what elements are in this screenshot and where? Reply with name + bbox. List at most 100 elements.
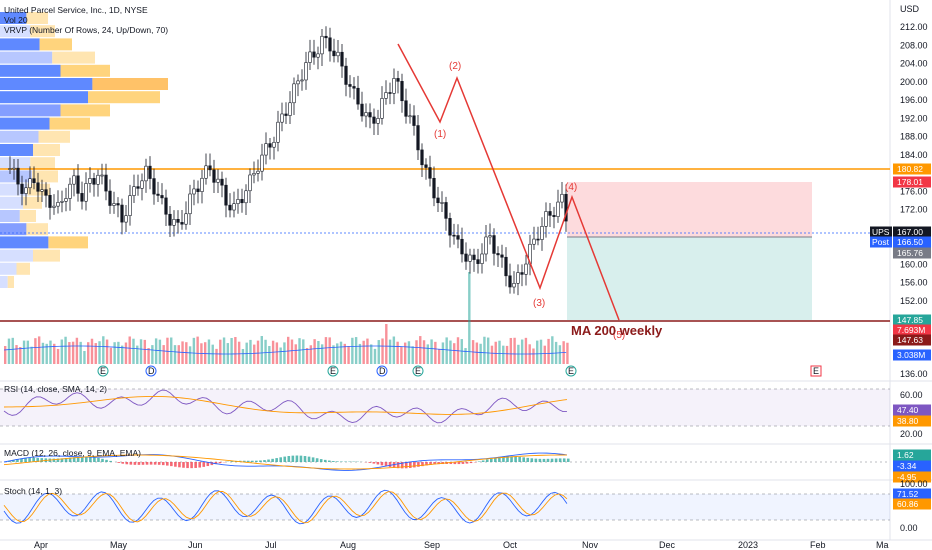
macd-histogram-bar — [190, 462, 193, 469]
candle-body — [276, 121, 280, 143]
earnings-marker[interactable]: E — [327, 365, 339, 377]
profile-row-down — [60, 104, 110, 117]
profile-row-down — [60, 64, 110, 77]
profile-row-up — [0, 223, 27, 236]
macd-histogram-bar — [413, 462, 416, 468]
candle-body — [412, 115, 416, 126]
volume-bar — [211, 344, 214, 364]
macd-histogram-bar — [465, 462, 469, 464]
macd-histogram-bar — [85, 456, 88, 462]
macd-histogram-bar — [562, 458, 566, 462]
macd-value-tag: -4.95 — [897, 472, 917, 482]
rsi-legend: RSI (14, close, SMA, 14, 2) — [4, 384, 107, 394]
volume-bar — [392, 336, 396, 364]
profile-row-down — [19, 210, 36, 222]
stoch-value-tag: 71.52 — [897, 489, 919, 499]
candle-body — [380, 98, 384, 119]
stop-loss-zone — [567, 182, 812, 237]
macd-histogram-bar — [396, 462, 400, 469]
volume-bar — [385, 324, 388, 364]
macd-histogram-bar — [214, 462, 218, 465]
macd-histogram-bar — [206, 462, 210, 467]
candle-body — [244, 190, 248, 204]
earnings-marker[interactable]: E — [97, 365, 109, 377]
svg-text:E: E — [813, 366, 819, 376]
candle-body — [436, 197, 440, 204]
candle-body — [124, 215, 128, 223]
volume-bar — [509, 337, 513, 364]
svg-text:D: D — [148, 366, 155, 376]
candle-body — [192, 188, 196, 195]
macd-histogram-bar — [481, 460, 485, 462]
svg-text:7.693M: 7.693M — [897, 325, 925, 335]
volume-bar — [302, 339, 305, 364]
volume-bar — [256, 340, 260, 364]
macd-histogram-bar — [101, 458, 104, 462]
profile-row-up — [0, 196, 24, 209]
macd-histogram-bar — [125, 462, 129, 465]
rsi-sma-line — [3, 395, 568, 415]
earnings-marker[interactable]: E — [565, 365, 577, 377]
currency-label: USD — [900, 4, 920, 14]
macd-histogram-bar — [518, 456, 521, 462]
candle-body — [36, 182, 40, 192]
price-tick: 184.00 — [900, 150, 928, 160]
svg-text:178.01: 178.01 — [897, 177, 923, 187]
volume-bar — [366, 338, 369, 364]
dividend-marker[interactable]: D — [145, 365, 157, 377]
macd-histogram-bar — [16, 459, 19, 462]
volume-bar — [188, 346, 192, 364]
svg-text:167.00: 167.00 — [897, 227, 923, 237]
volume-bar — [305, 348, 309, 364]
candle-body — [168, 213, 172, 226]
candle-body — [496, 253, 500, 256]
macd-histogram-bar — [311, 457, 315, 462]
volume-bar — [426, 344, 430, 364]
profile-row-up — [0, 276, 8, 288]
candle-body — [292, 83, 296, 104]
macd-histogram-bar — [76, 456, 80, 462]
macd-histogram-bar — [291, 455, 295, 462]
volume-bar — [419, 336, 422, 364]
candle-body — [72, 175, 76, 185]
candle-body — [188, 193, 192, 215]
macd-histogram-bar — [404, 462, 408, 469]
macd-histogram-bar — [283, 456, 287, 462]
macd-histogram-bar — [417, 462, 420, 467]
macd-histogram-bar — [141, 462, 145, 465]
future-earnings-marker[interactable]: E — [810, 365, 822, 377]
candle-body — [132, 186, 136, 196]
volume-bar — [520, 339, 524, 364]
candle-body — [68, 183, 72, 199]
candle-body — [252, 173, 256, 176]
time-axis[interactable]: Apr May Jun Jul Aug Sep Oct Nov Dec 2023 Feb Ma — [34, 540, 889, 550]
macd-histogram-bar — [542, 458, 546, 462]
volume-bar — [388, 339, 392, 364]
earnings-marker[interactable]: E — [412, 365, 424, 377]
macd-histogram-bar — [332, 461, 335, 462]
candle-body — [356, 87, 360, 105]
price-tag: 166.50 Post — [870, 236, 931, 248]
profile-row-up — [0, 130, 39, 143]
macd-histogram-bar — [251, 460, 254, 462]
candle-body — [196, 188, 200, 192]
candle-body — [200, 177, 204, 192]
candle-body — [432, 177, 436, 199]
price-axis[interactable]: USD 212.00 208.00 204.00 200.00 196.00 192.00… — [900, 4, 928, 379]
profile-row-down — [26, 12, 48, 24]
volume-bar — [53, 343, 56, 364]
time-tick: May — [110, 540, 128, 550]
dividend-marker[interactable]: D — [376, 365, 388, 377]
price-tag: 3.038M — [893, 349, 931, 361]
volume-bar — [362, 340, 365, 364]
macd-histogram-bar — [174, 462, 177, 467]
profile-row-up — [0, 38, 40, 51]
svg-text:UPS: UPS — [872, 227, 890, 237]
volume-bar — [411, 346, 414, 364]
price-tag: 165.76 — [893, 247, 931, 259]
candle-body — [80, 193, 84, 202]
candle-body — [364, 112, 368, 117]
macd-histogram-bar — [328, 460, 331, 462]
profile-row-up — [0, 144, 33, 156]
